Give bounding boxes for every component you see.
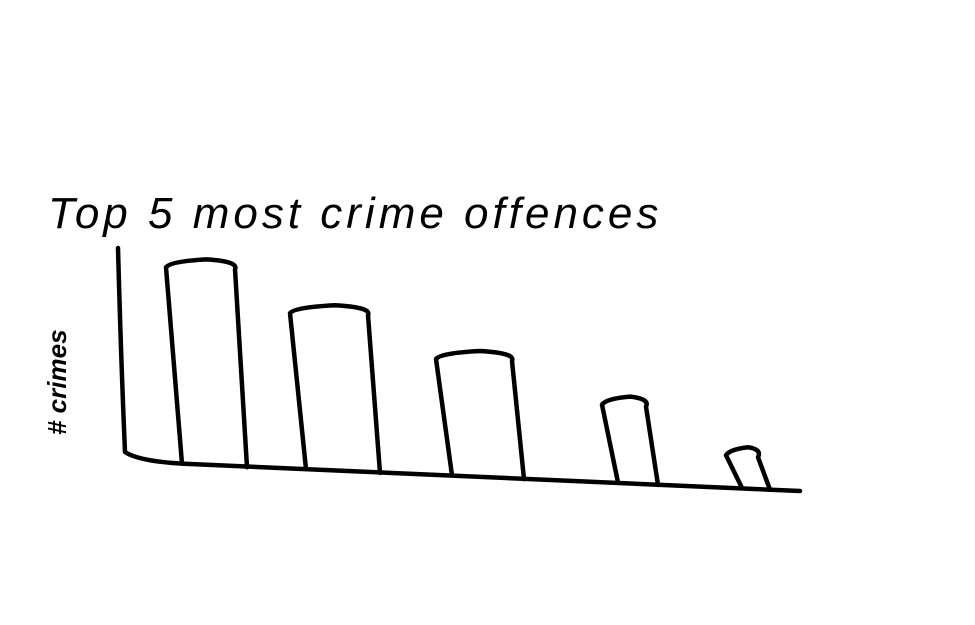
chart-title: Top 5 most crime offences bbox=[48, 189, 662, 238]
y-axis-label: # crimes bbox=[42, 329, 72, 435]
bar bbox=[287, 302, 383, 476]
bar bbox=[599, 394, 661, 488]
bar bbox=[163, 257, 250, 470]
bar bbox=[433, 348, 527, 482]
bar bbox=[723, 445, 773, 492]
axes bbox=[115, 245, 803, 494]
